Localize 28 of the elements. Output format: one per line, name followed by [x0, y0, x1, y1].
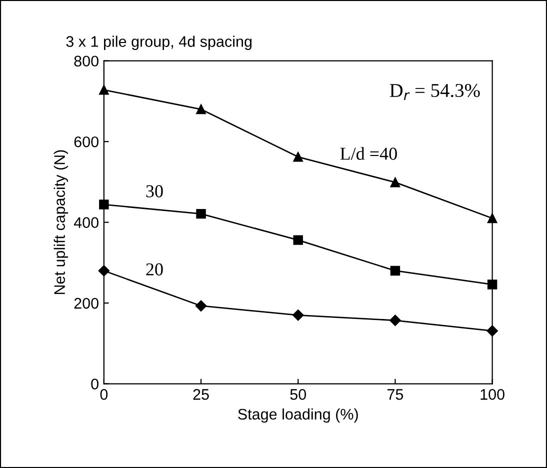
point [292, 310, 304, 321]
series-label: 20 [146, 263, 163, 276]
point [390, 177, 400, 188]
point [390, 314, 401, 326]
x-tick-label: 0 [100, 389, 108, 400]
point [99, 200, 109, 210]
annotation: D$_{r}$ = 54.3% [390, 84, 480, 100]
x-tick-label: 75 [387, 389, 404, 400]
y-tick-label: 800 [74, 56, 98, 67]
x-tick-label: 25 [193, 389, 209, 400]
point [293, 235, 303, 245]
point [196, 104, 206, 114]
y-axis-title: Net uplift capacity (N) [54, 150, 68, 294]
x-axis-title: Stage loading (%) [238, 408, 358, 423]
point [195, 300, 207, 312]
point [196, 208, 206, 219]
series-label: L/d =40 [340, 147, 397, 160]
chart-title: 3 x 1 pile group, 4d spacing [66, 36, 252, 50]
point [98, 265, 110, 276]
x-tick-label: 100 [480, 389, 504, 400]
x-tick-label: 50 [290, 389, 306, 400]
series-label: 30 [146, 185, 163, 198]
y-tick-label: 0 [91, 378, 98, 390]
point [293, 152, 303, 162]
point [390, 266, 400, 276]
y-tick-label: 200 [74, 298, 98, 309]
y-tick-label: 400 [74, 217, 98, 228]
y-tick-label: 600 [74, 136, 98, 148]
